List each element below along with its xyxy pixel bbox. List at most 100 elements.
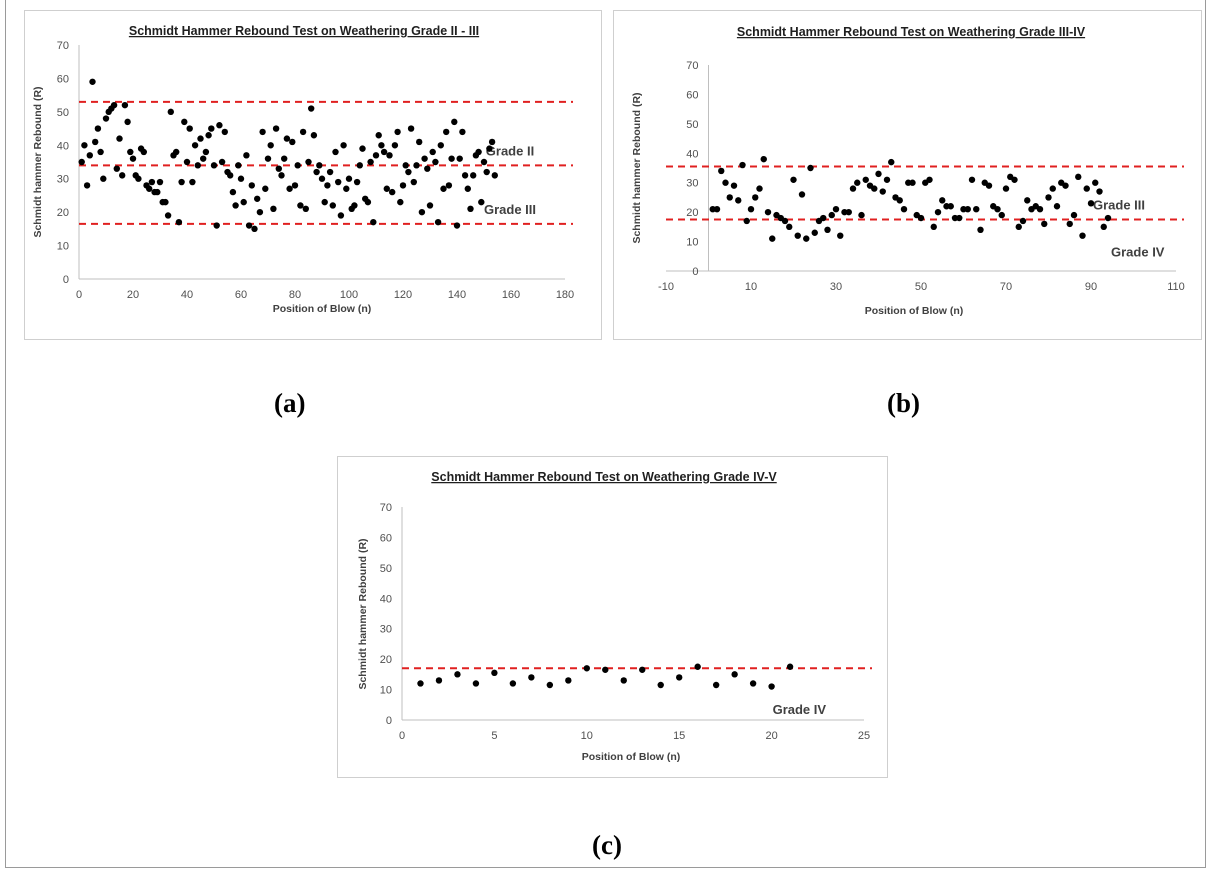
data-point: [509, 680, 517, 687]
data-point: [140, 148, 147, 156]
data-point: [297, 202, 304, 209]
y-tick-label: 50: [380, 563, 392, 575]
data-point: [173, 148, 180, 156]
data-point: [416, 138, 423, 146]
data-point: [426, 202, 434, 209]
data-point: [205, 132, 212, 139]
x-tick-label: 20: [765, 730, 777, 742]
data-point: [917, 214, 925, 222]
y-axis-label: Schmidt hammer Rebound (R): [32, 86, 44, 237]
data-point: [191, 142, 199, 149]
data-point: [116, 135, 123, 142]
data-point: [391, 142, 399, 149]
data-point: [302, 205, 309, 212]
x-tick-label: 80: [289, 289, 301, 301]
data-point: [254, 195, 261, 202]
data-point: [798, 191, 806, 198]
data-point: [83, 182, 91, 189]
data-point: [359, 145, 366, 152]
data-point: [602, 666, 609, 673]
data-point: [807, 164, 814, 172]
panel-label-c: (c): [592, 830, 622, 860]
data-point: [259, 128, 266, 136]
data-point: [86, 152, 93, 159]
data-point: [849, 185, 857, 192]
data-point: [451, 118, 458, 126]
y-tick-label: 70: [686, 60, 698, 72]
y-tick-label: 10: [380, 685, 392, 697]
data-point: [620, 677, 627, 684]
data-point: [1062, 182, 1069, 189]
data-point: [146, 185, 153, 192]
data-point: [127, 148, 134, 156]
data-point: [1041, 220, 1048, 228]
y-tick-label: 70: [57, 40, 69, 52]
data-point: [94, 125, 102, 132]
y-tick-label: 40: [380, 593, 392, 605]
y-tick-label: 10: [686, 237, 698, 249]
data-point: [480, 158, 488, 166]
data-point: [883, 176, 891, 183]
x-tick-label: 110: [1167, 281, 1185, 293]
data-point: [1075, 173, 1082, 181]
x-tick-label: 0: [76, 289, 82, 301]
data-point: [1049, 185, 1056, 192]
data-point: [380, 148, 388, 156]
data-point: [262, 185, 269, 192]
y-tick-label: 50: [57, 107, 69, 119]
data-point: [811, 229, 818, 236]
data-point: [956, 214, 963, 222]
data-point: [245, 222, 253, 229]
data-point: [97, 148, 104, 156]
x-tick-label: 140: [448, 289, 466, 301]
data-point: [828, 211, 835, 219]
panel-label-a: (a): [274, 388, 306, 418]
data-point: [110, 101, 118, 109]
x-tick-label: 160: [502, 289, 520, 301]
data-point: [418, 208, 426, 216]
y-tick-label: 0: [63, 274, 69, 286]
data-point: [337, 212, 345, 219]
x-tick-label: 5: [491, 730, 497, 742]
data-point: [676, 674, 683, 681]
data-point: [1019, 217, 1027, 225]
data-point: [405, 168, 412, 176]
data-point: [353, 178, 361, 186]
data-point: [210, 162, 218, 169]
data-point: [947, 203, 954, 210]
data-point: [875, 170, 882, 178]
data-point: [308, 105, 315, 112]
data-point: [546, 681, 554, 689]
data-point: [370, 218, 377, 226]
data-point: [486, 145, 493, 152]
x-tick-label: 25: [858, 730, 870, 742]
data-point: [243, 152, 250, 159]
data-point: [378, 142, 385, 149]
y-tick-label: 60: [686, 89, 698, 101]
data-point: [459, 128, 466, 136]
data-point: [421, 155, 428, 162]
data-point: [92, 138, 99, 146]
x-tick-label: 20: [127, 289, 139, 301]
data-point: [964, 206, 971, 213]
data-point: [837, 232, 844, 239]
y-tick-label: 30: [380, 624, 392, 636]
data-point: [248, 182, 255, 189]
data-point: [803, 235, 810, 242]
data-point: [985, 182, 993, 189]
grade-label: Grade IV: [1111, 244, 1165, 259]
data-point: [747, 206, 755, 213]
data-point: [386, 152, 393, 159]
data-point: [351, 202, 358, 209]
x-tick-label: 10: [745, 281, 757, 293]
x-tick-label: 0: [399, 730, 405, 742]
data-point: [968, 176, 976, 183]
data-point: [440, 185, 447, 192]
y-tick-label: 20: [57, 207, 69, 219]
data-point: [326, 168, 334, 176]
data-point: [232, 202, 239, 209]
y-axis-label: Schmidt hammer Rebound (R): [357, 538, 369, 689]
x-tick-label: 30: [830, 281, 842, 293]
x-tick-label: 15: [673, 730, 685, 742]
data-point: [227, 172, 234, 179]
